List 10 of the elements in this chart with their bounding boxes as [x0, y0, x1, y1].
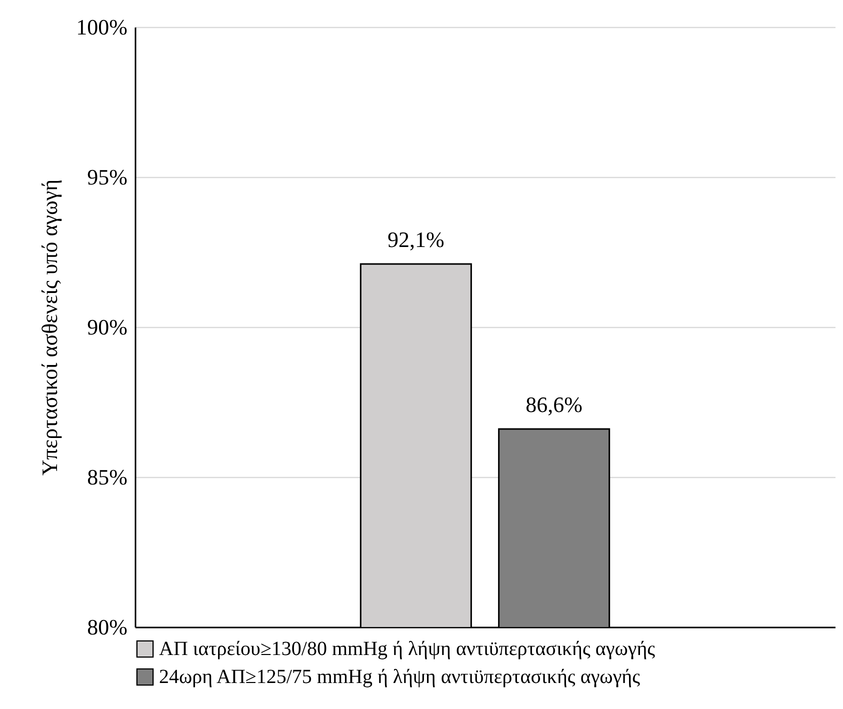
y-tick-label: 80% [87, 614, 128, 640]
data-label: 86,6% [526, 392, 582, 417]
y-tick-label: 95% [87, 164, 128, 190]
y-axis-title: Υπερτασικοί ασθενείς υπό αγωγή [37, 179, 62, 476]
y-tick-label: 90% [87, 314, 128, 340]
y-tick-label: 85% [87, 464, 128, 490]
data-label: 92,1% [388, 227, 444, 252]
legend-label: 24ωρη ΑΠ≥125/75 mmHg ή λήψη αντιϋπερτασικής αγωγής [159, 666, 640, 688]
y-tick-label: 100% [76, 14, 128, 40]
legend-label: ΑΠ ιατρείου≥130/80 mmHg ή λήψη αντιϋπερτασικής αγωγής [159, 638, 656, 660]
